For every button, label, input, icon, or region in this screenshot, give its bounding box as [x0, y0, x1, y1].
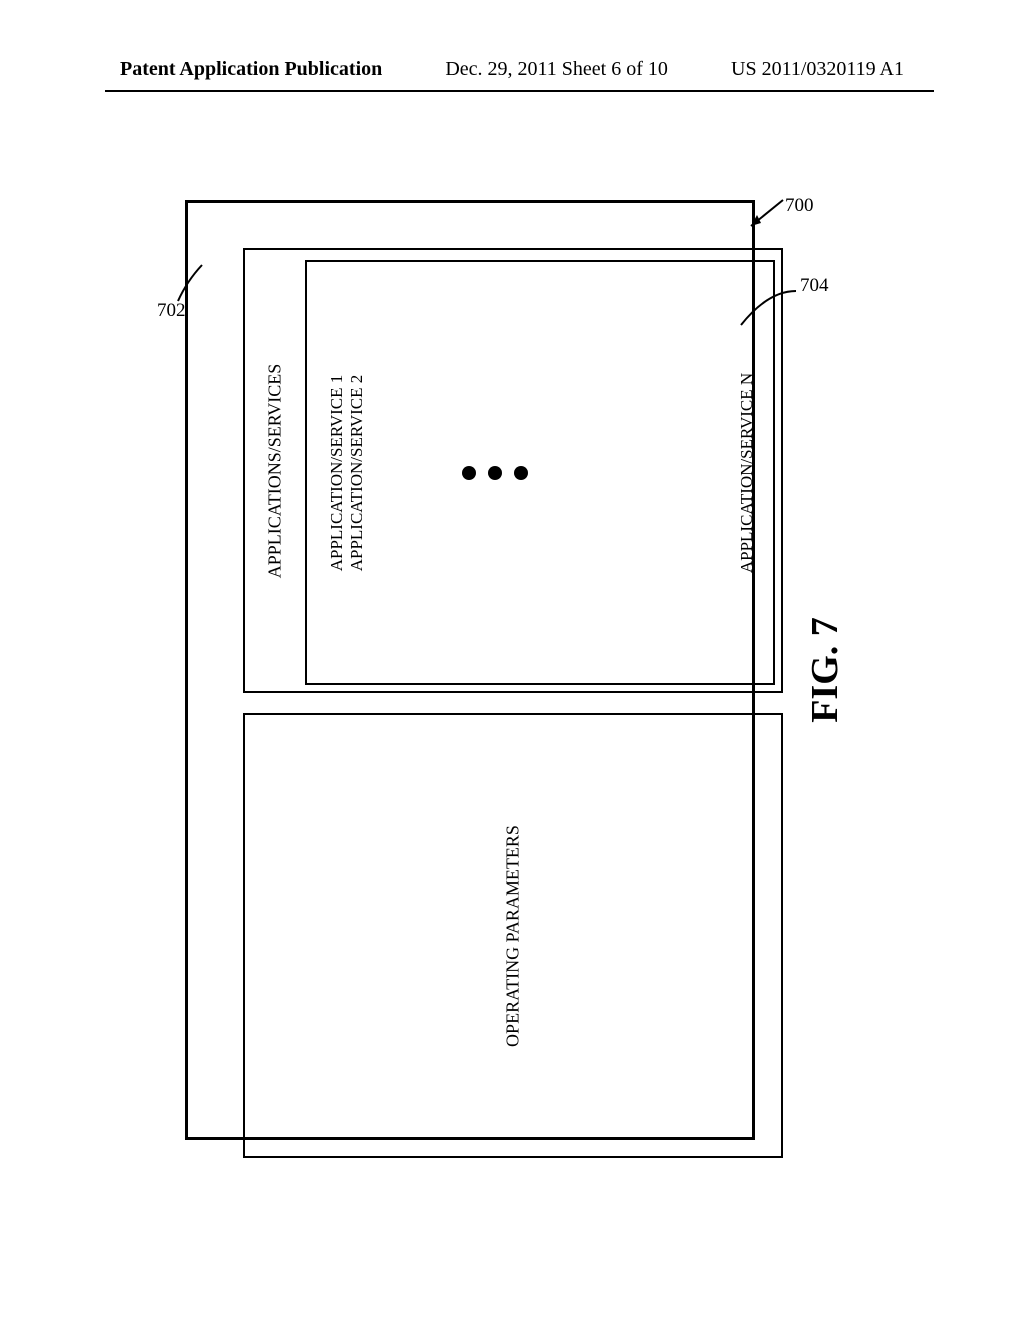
- application-service-n-label: APPLICATION/SERVICE N: [737, 372, 757, 572]
- dot-icon: [462, 466, 476, 480]
- diagram-area: 700 704 702 FIG. 7 OPERATING PARAMETERS …: [145, 170, 795, 1170]
- reference-label-702: 702: [157, 300, 186, 322]
- application-service-2-label: APPLICATION/SERVICE 2: [347, 374, 367, 571]
- application-service-1-label: APPLICATION/SERVICE 1: [327, 374, 347, 571]
- ellipsis-dots: [462, 466, 528, 480]
- header-right-text: US 2011/0320119 A1: [731, 58, 904, 81]
- dot-icon: [514, 466, 528, 480]
- header-divider: [105, 90, 934, 92]
- figure-label: FIG. 7: [803, 617, 847, 723]
- page-header: Patent Application Publication Dec. 29, …: [0, 58, 1024, 81]
- header-left-text: Patent Application Publication: [120, 58, 382, 81]
- operating-parameters-panel: OPERATING PARAMETERS: [243, 713, 783, 1158]
- applications-services-panel: APPLICATIONS/SERVICES APPLICATION/SERVIC…: [243, 248, 783, 693]
- dot-icon: [488, 466, 502, 480]
- applications-services-title: APPLICATIONS/SERVICES: [265, 363, 286, 578]
- outer-container-box: OPERATING PARAMETERS APPLICATIONS/SERVIC…: [185, 200, 755, 1140]
- header-center-text: Dec. 29, 2011 Sheet 6 of 10: [445, 58, 668, 81]
- operating-parameters-title: OPERATING PARAMETERS: [503, 825, 524, 1047]
- applications-list-box: APPLICATION/SERVICE 1 APPLICATION/SERVIC…: [305, 260, 775, 685]
- reference-label-700: 700: [785, 195, 814, 217]
- reference-label-704: 704: [800, 275, 829, 297]
